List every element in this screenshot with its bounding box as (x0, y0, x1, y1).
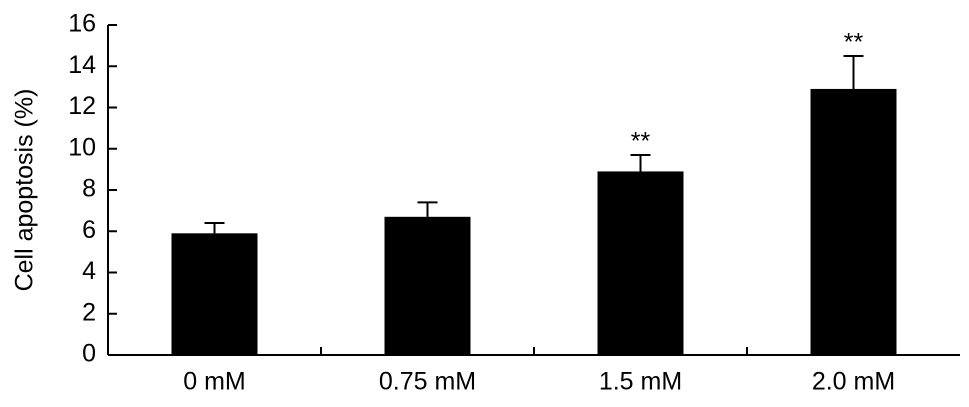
y-tick-label: 4 (82, 257, 96, 285)
y-tick-label: 2 (82, 298, 96, 326)
y-tick-label: 6 (82, 216, 96, 244)
y-tick-label: 16 (68, 10, 96, 38)
x-tick-label: 0.75 mM (379, 368, 476, 396)
y-tick-label: 14 (68, 51, 96, 79)
error-bar (417, 201, 438, 217)
error-bar (843, 54, 864, 89)
significance-label: ** (631, 128, 651, 156)
error-bar (204, 222, 225, 234)
bar (597, 171, 684, 355)
bar (384, 216, 471, 355)
y-tick-label: 0 (82, 340, 96, 368)
significance-label: ** (844, 29, 864, 57)
y-tick-label: 8 (82, 175, 96, 203)
y-tick-label: 10 (68, 133, 96, 161)
error-bar (630, 153, 651, 172)
x-tick-label: 2.0 mM (812, 368, 895, 396)
bar (810, 88, 897, 355)
x-tick-label: 0 mM (183, 368, 246, 396)
x-tick-label: 1.5 mM (599, 368, 682, 396)
y-axis-label: Cell apoptosis (%) (11, 89, 39, 292)
bar (171, 233, 258, 355)
y-tick-label: 12 (68, 92, 96, 120)
